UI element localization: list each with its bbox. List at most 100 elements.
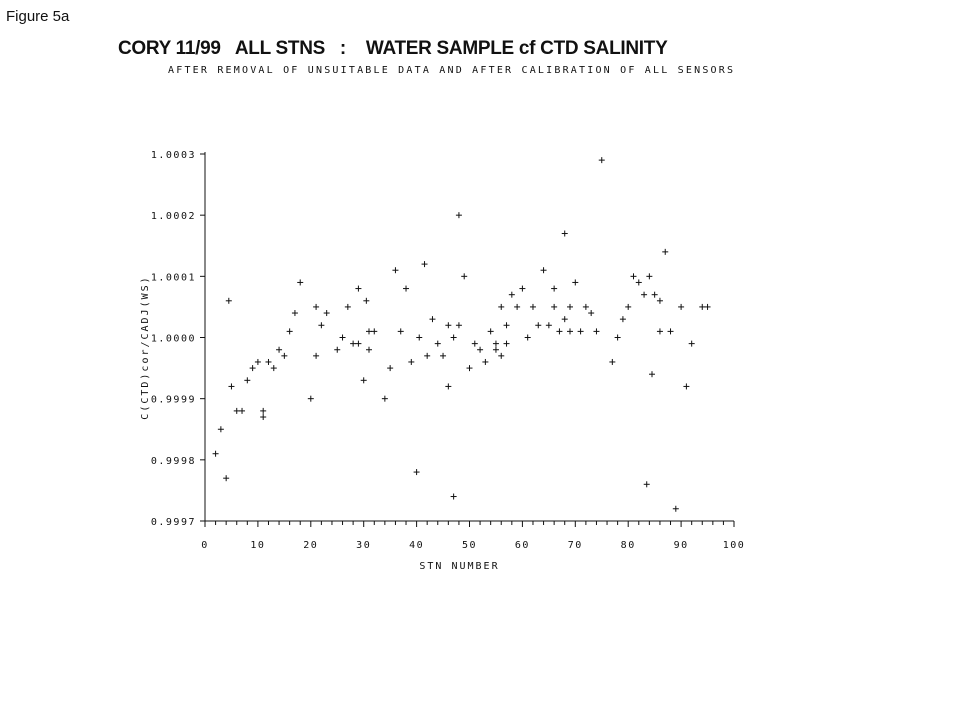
x-tick-label: 20 — [303, 540, 318, 551]
data-point — [503, 322, 510, 329]
data-point — [297, 279, 304, 286]
data-point — [641, 291, 648, 298]
data-point — [471, 340, 478, 347]
data-point — [387, 365, 394, 372]
data-point — [561, 230, 568, 237]
x-tick-label: 40 — [409, 540, 424, 551]
data-point — [434, 340, 441, 347]
data-point — [228, 383, 235, 390]
data-point — [371, 328, 378, 335]
data-point — [656, 328, 663, 335]
data-point — [260, 414, 267, 421]
data-point — [440, 352, 447, 359]
data-point — [514, 303, 521, 310]
data-point — [609, 358, 616, 365]
data-point — [450, 493, 457, 500]
data-point — [217, 426, 224, 433]
data-point — [416, 334, 423, 341]
x-tick-label: 90 — [674, 540, 689, 551]
data-point — [567, 328, 574, 335]
data-point — [355, 340, 362, 347]
data-point — [365, 346, 372, 353]
data-point — [276, 346, 283, 353]
data-point — [588, 310, 595, 317]
data-point — [455, 322, 462, 329]
data-point — [625, 303, 632, 310]
x-tick-label: 0 — [201, 540, 209, 551]
data-point — [363, 297, 370, 304]
data-points — [212, 157, 711, 512]
data-point — [225, 297, 232, 304]
data-point — [556, 328, 563, 335]
data-point — [450, 334, 457, 341]
data-point — [260, 407, 267, 414]
data-point — [334, 346, 341, 353]
data-point — [535, 322, 542, 329]
data-point — [318, 322, 325, 329]
data-point — [635, 279, 642, 286]
data-point — [646, 273, 653, 280]
data-point — [313, 352, 320, 359]
data-point — [244, 377, 251, 384]
data-point — [503, 340, 510, 347]
y-tick-label: 0.9998 — [151, 456, 196, 467]
data-point — [662, 248, 669, 255]
y-tick-label: 1.0003 — [151, 150, 196, 161]
data-point — [593, 328, 600, 335]
x-tick-label: 80 — [621, 540, 636, 551]
data-point — [360, 377, 367, 384]
data-point — [455, 212, 462, 219]
data-point — [704, 303, 711, 310]
data-point — [355, 285, 362, 292]
data-point — [424, 352, 431, 359]
data-point — [307, 395, 314, 402]
x-axis-label: STN NUMBER — [419, 561, 499, 572]
data-point — [551, 285, 558, 292]
data-point — [582, 303, 589, 310]
data-point — [678, 303, 685, 310]
data-point — [561, 316, 568, 323]
data-point — [233, 407, 240, 414]
data-point — [403, 285, 410, 292]
data-point — [508, 291, 515, 298]
data-point — [323, 310, 330, 317]
data-point — [339, 334, 346, 341]
data-point — [529, 303, 536, 310]
data-point — [344, 303, 351, 310]
data-point — [223, 475, 230, 482]
data-point — [392, 267, 399, 274]
y-tick-label: 0.9997 — [151, 517, 196, 528]
y-tick-label: 1.0001 — [151, 272, 196, 283]
data-point — [567, 303, 574, 310]
data-point — [445, 322, 452, 329]
data-point — [519, 285, 526, 292]
data-point — [281, 352, 288, 359]
data-point — [614, 334, 621, 341]
data-point — [630, 273, 637, 280]
data-point — [643, 481, 650, 488]
data-point — [656, 297, 663, 304]
data-point — [492, 346, 499, 353]
y-tick-label: 1.0002 — [151, 211, 196, 222]
data-point — [551, 303, 558, 310]
data-point — [683, 383, 690, 390]
data-point — [249, 365, 256, 372]
data-point — [212, 450, 219, 457]
data-point — [487, 328, 494, 335]
data-point — [421, 261, 428, 268]
data-point — [254, 358, 261, 365]
data-point — [466, 365, 473, 372]
y-tick-label: 1.0000 — [151, 334, 196, 345]
x-tick-label: 100 — [723, 540, 746, 551]
figure-label: Figure 5a — [6, 8, 70, 25]
data-point — [699, 303, 706, 310]
axes: 0 10 20 30 40 50 60 70 80 90 100 0.9997 0.9998 0.9999… — [151, 150, 746, 551]
data-point — [577, 328, 584, 335]
chart-subtitle: AFTER REMOVAL OF UNSUITABLE DATA AND AFT… — [168, 65, 736, 76]
data-point — [429, 316, 436, 323]
data-point — [672, 505, 679, 512]
data-point — [667, 328, 674, 335]
data-point — [461, 273, 468, 280]
data-point — [350, 340, 357, 347]
